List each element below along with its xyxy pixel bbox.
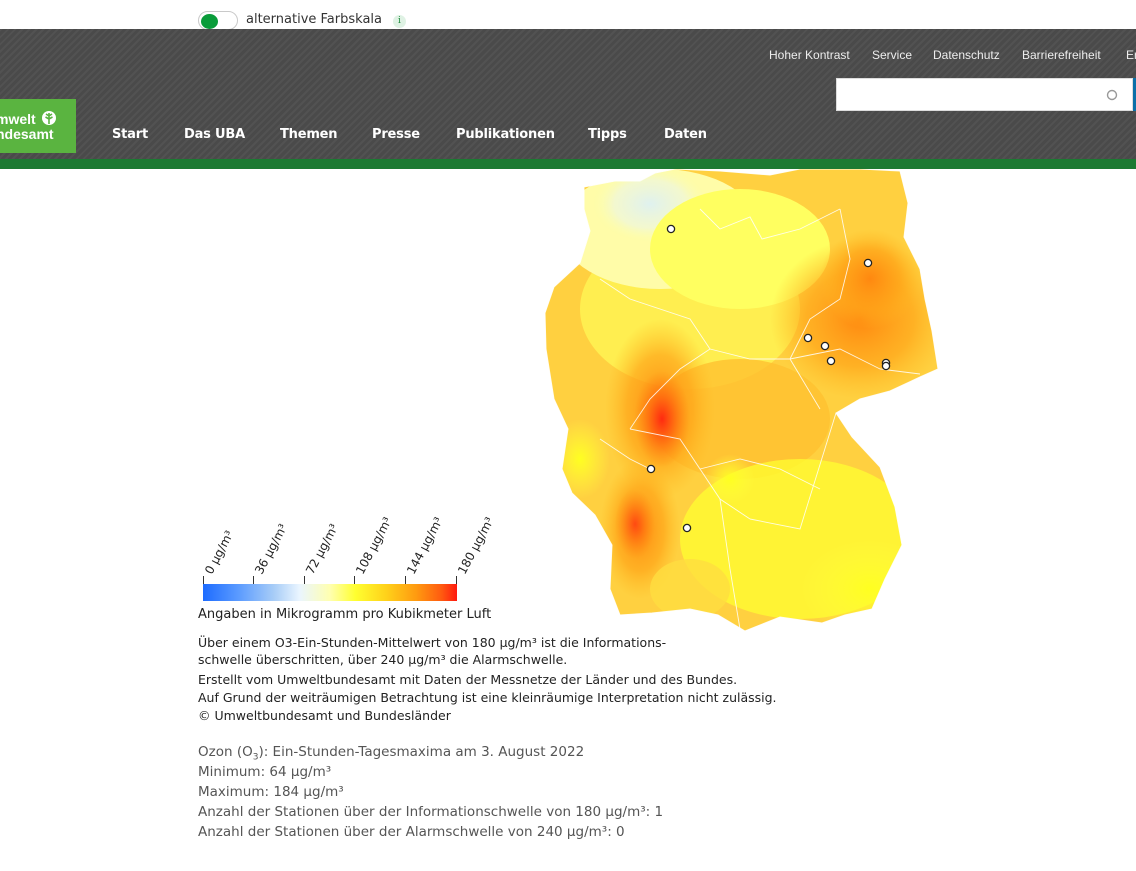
nav-publikationen[interactable]: Publikationen [456, 127, 555, 142]
nav-start[interactable]: Start [112, 127, 148, 142]
legend-tick-mark [253, 576, 254, 584]
nav-themen[interactable]: Themen [280, 127, 338, 142]
legend-tick-180: 180 µg/m³ [455, 514, 497, 577]
logo-line-1: mwelt [0, 111, 36, 127]
legend-tick-mark [456, 576, 457, 584]
utility-link-high-contrast[interactable]: Hoher Kontrast [769, 48, 850, 62]
toggle-label: alternative Farbskala [246, 12, 382, 27]
stats-title-pre: Ozon (O [198, 744, 253, 760]
legend-tick-mark [405, 576, 406, 584]
legend-tick-0: 0 µg/m³ [202, 528, 237, 577]
utility-link-privacy[interactable]: Datenschutz [933, 48, 1000, 62]
caption-line-4: Auf Grund der weiträumigen Betrachtung i… [198, 690, 777, 705]
nav-daten[interactable]: Daten [664, 127, 707, 142]
logo-tree-icon [42, 111, 56, 125]
stats-alarm-threshold: Anzahl der Stationen über der Alarmschwe… [198, 824, 625, 840]
legend-tick-144: 144 µg/m³ [404, 514, 446, 577]
nav-tipps[interactable]: Tipps [588, 127, 627, 142]
legend-tick-mark [354, 576, 355, 584]
logo-line-2: ndesamt [0, 126, 54, 142]
info-icon[interactable]: i [393, 15, 406, 28]
search-input[interactable] [836, 78, 1133, 111]
legend-tick-36: 36 µg/m³ [252, 521, 291, 577]
stats-maximum: Maximum: 184 µg/m³ [198, 784, 344, 800]
stats-info-threshold: Anzahl der Stationen über der Informatio… [198, 804, 664, 820]
toggle-knob [201, 14, 218, 29]
stats-title-sub: 3 [252, 752, 259, 763]
nav-presse[interactable]: Presse [372, 127, 420, 142]
nav-das-uba[interactable]: Das UBA [184, 127, 245, 142]
utility-link-service[interactable]: Service [872, 48, 913, 62]
legend-tick-mark [203, 576, 204, 584]
search-icon[interactable] [1106, 89, 1118, 101]
color-scale-toggle[interactable] [198, 11, 238, 30]
caption-copyright: © Umweltbundesamt und Bundesländer [198, 708, 451, 723]
caption-line-2: schwelle überschritten, über 240 µg/m³ d… [198, 652, 568, 667]
utility-link-english[interactable]: En [1126, 48, 1136, 62]
stats-title: Ozon (O3): Ein-Stunden-Tagesmaxima am 3.… [198, 744, 584, 763]
caption-line-3: Erstellt vom Umweltbundesamt mit Daten d… [198, 672, 738, 687]
caption-line-1: Über einem O3-Ein-Stunden-Mittelwert von… [198, 635, 667, 650]
legend-tick-108: 108 µg/m³ [353, 514, 395, 577]
legend-tick-72: 72 µg/m³ [303, 521, 342, 577]
top-strip: alternative Farbskala i [0, 0, 1136, 30]
utility-link-accessibility[interactable]: Barrierefreiheit [1022, 48, 1101, 62]
stats-minimum: Minimum: 64 µg/m³ [198, 764, 332, 780]
legend-unit-note: Angaben in Mikrogramm pro Kubikmeter Luf… [198, 607, 492, 622]
stats-title-post: ): Ein-Stunden-Tagesmaxima am 3. August … [258, 744, 585, 760]
legend-color-bar [203, 584, 457, 601]
ozone-map-germany [544, 169, 939, 632]
header-green-bar [0, 159, 1136, 169]
legend-tick-mark [304, 576, 305, 584]
uba-logo[interactable]: mwelt ndesamt [0, 99, 76, 153]
legend-tick-labels: 0 µg/m³ 36 µg/m³ 72 µg/m³ 108 µg/m³ 144 … [196, 492, 516, 577]
search-submit-edge[interactable] [1133, 78, 1136, 111]
